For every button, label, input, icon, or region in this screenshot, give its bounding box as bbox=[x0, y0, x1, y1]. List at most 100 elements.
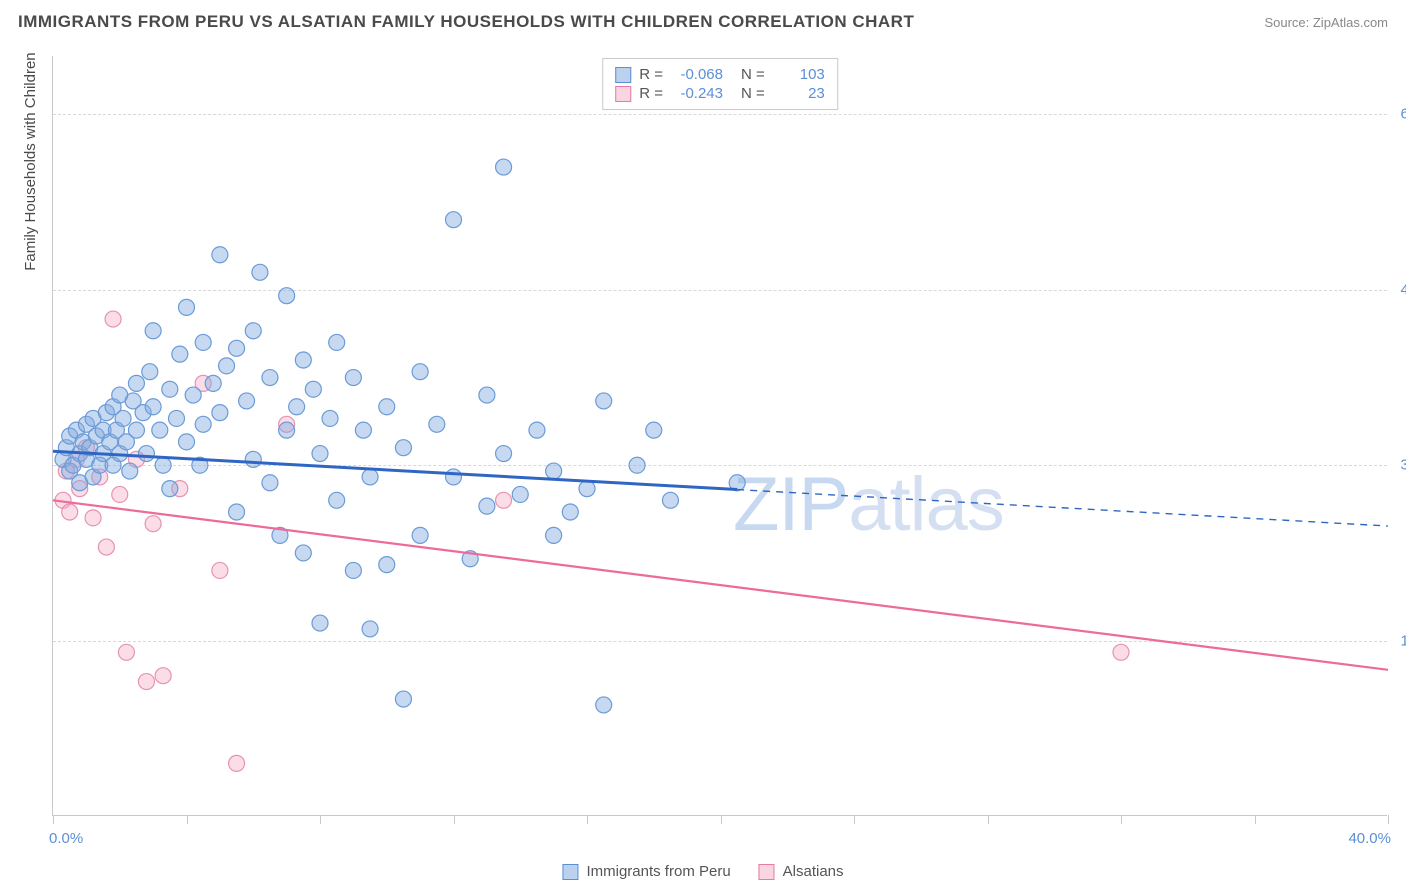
data-point bbox=[312, 615, 328, 631]
legend-row-blue: R = -0.068 N = 103 bbox=[615, 66, 825, 83]
data-point bbox=[155, 668, 171, 684]
r-label: R = bbox=[639, 66, 663, 83]
data-point bbox=[145, 516, 161, 532]
data-point bbox=[355, 422, 371, 438]
source-label: Source: ZipAtlas.com bbox=[1264, 15, 1388, 30]
data-point bbox=[85, 510, 101, 526]
scatter-plot bbox=[53, 56, 1387, 815]
data-point bbox=[262, 475, 278, 491]
y-tick-label: 30.0% bbox=[1393, 457, 1406, 474]
data-point bbox=[229, 504, 245, 520]
swatch-icon bbox=[562, 864, 578, 880]
data-point bbox=[629, 457, 645, 473]
swatch-icon bbox=[759, 864, 775, 880]
y-axis-label: Family Households with Children bbox=[22, 52, 39, 270]
data-point bbox=[379, 557, 395, 573]
data-point bbox=[496, 492, 512, 508]
x-tick bbox=[53, 815, 54, 824]
data-point bbox=[479, 498, 495, 514]
data-point bbox=[362, 469, 378, 485]
x-tick bbox=[587, 815, 588, 824]
legend-item-pink: Alsatians bbox=[759, 863, 844, 880]
data-point bbox=[128, 422, 144, 438]
data-point bbox=[195, 416, 211, 432]
r-label: R = bbox=[639, 85, 663, 102]
data-point bbox=[195, 334, 211, 350]
data-point bbox=[279, 422, 295, 438]
data-point bbox=[646, 422, 662, 438]
data-point bbox=[212, 405, 228, 421]
x-tick bbox=[988, 815, 989, 824]
data-point bbox=[145, 323, 161, 339]
data-point bbox=[138, 446, 154, 462]
x-tick bbox=[854, 815, 855, 824]
data-point bbox=[546, 527, 562, 543]
data-point bbox=[322, 410, 338, 426]
data-point bbox=[138, 674, 154, 690]
data-point bbox=[162, 381, 178, 397]
data-point bbox=[546, 463, 562, 479]
trend-line bbox=[737, 490, 1388, 526]
x-tick bbox=[454, 815, 455, 824]
data-point bbox=[412, 527, 428, 543]
x-tick bbox=[1121, 815, 1122, 824]
data-point bbox=[155, 457, 171, 473]
data-point bbox=[179, 299, 195, 315]
data-point bbox=[145, 399, 161, 415]
data-point bbox=[118, 644, 134, 660]
data-point bbox=[662, 492, 678, 508]
data-point bbox=[122, 463, 138, 479]
legend-label: Immigrants from Peru bbox=[586, 863, 730, 880]
data-point bbox=[142, 364, 158, 380]
data-point bbox=[579, 481, 595, 497]
data-point bbox=[212, 562, 228, 578]
x-tick bbox=[721, 815, 722, 824]
y-tick-label: 15.0% bbox=[1393, 632, 1406, 649]
data-point bbox=[596, 393, 612, 409]
x-tick bbox=[1255, 815, 1256, 824]
data-point bbox=[252, 264, 268, 280]
data-point bbox=[115, 410, 131, 426]
n-value: 23 bbox=[773, 85, 825, 102]
data-point bbox=[212, 247, 228, 263]
data-point bbox=[128, 375, 144, 391]
legend-stats: R = -0.068 N = 103 R = -0.243 N = 23 bbox=[602, 58, 838, 110]
data-point bbox=[329, 492, 345, 508]
data-point bbox=[379, 399, 395, 415]
data-point bbox=[279, 288, 295, 304]
data-point bbox=[512, 486, 528, 502]
chart-area: ZIPatlas 15.0%30.0%45.0%60.0% R = -0.068… bbox=[52, 56, 1387, 816]
swatch-icon bbox=[615, 86, 631, 102]
data-point bbox=[229, 340, 245, 356]
legend-item-blue: Immigrants from Peru bbox=[562, 863, 730, 880]
data-point bbox=[295, 352, 311, 368]
data-point bbox=[262, 370, 278, 386]
data-point bbox=[395, 691, 411, 707]
y-tick-label: 45.0% bbox=[1393, 281, 1406, 298]
data-point bbox=[205, 375, 221, 391]
data-point bbox=[345, 562, 361, 578]
data-point bbox=[185, 387, 201, 403]
r-value: -0.068 bbox=[671, 66, 723, 83]
legend-row-pink: R = -0.243 N = 23 bbox=[615, 85, 825, 102]
x-tick bbox=[320, 815, 321, 824]
x-tick bbox=[187, 815, 188, 824]
data-point bbox=[219, 358, 235, 374]
data-point bbox=[479, 387, 495, 403]
data-point bbox=[395, 440, 411, 456]
data-point bbox=[152, 422, 168, 438]
data-point bbox=[429, 416, 445, 432]
data-point bbox=[329, 334, 345, 350]
n-label: N = bbox=[741, 66, 765, 83]
data-point bbox=[239, 393, 255, 409]
data-point bbox=[98, 539, 114, 555]
data-point bbox=[1113, 644, 1129, 660]
data-point bbox=[229, 755, 245, 771]
data-point bbox=[245, 323, 261, 339]
data-point bbox=[312, 446, 328, 462]
swatch-icon bbox=[615, 67, 631, 83]
n-label: N = bbox=[741, 85, 765, 102]
data-point bbox=[168, 410, 184, 426]
data-point bbox=[496, 159, 512, 175]
data-point bbox=[362, 621, 378, 637]
